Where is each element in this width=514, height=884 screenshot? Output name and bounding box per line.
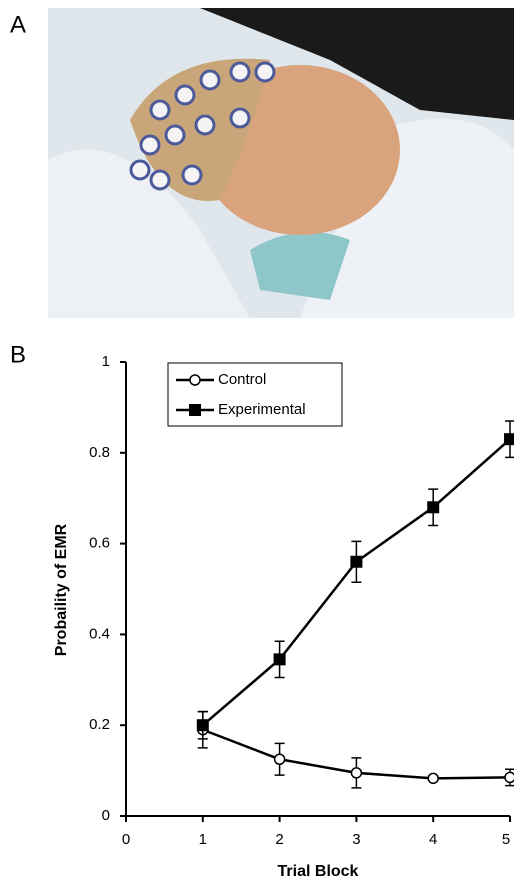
marker <box>351 768 361 778</box>
y-tick-label: 0.6 <box>89 535 110 552</box>
x-axis-label: Trial Block <box>278 863 359 880</box>
marker <box>505 772 514 782</box>
x-tick-label: 3 <box>352 831 360 848</box>
y-tick-label: 0.2 <box>89 716 110 733</box>
y-tick-label: 0.4 <box>89 625 110 642</box>
panel-label: B <box>10 341 26 368</box>
legend-marker <box>189 404 201 416</box>
marker <box>350 556 362 568</box>
marker <box>504 433 514 445</box>
x-tick-label: 2 <box>275 831 283 848</box>
y-axis-label: Probaility of EMR <box>53 523 70 656</box>
marker <box>427 501 439 513</box>
marker <box>428 773 438 783</box>
x-tick-label: 0 <box>122 831 130 848</box>
y-tick-label: 0 <box>102 807 110 824</box>
photo <box>48 8 514 318</box>
legend-label: Experimental <box>218 401 306 418</box>
page: A B Trial Block Probaility of EMR 0 0.2 0.… <box>0 0 514 884</box>
x-tick-label: 1 <box>199 831 207 848</box>
marker <box>274 653 286 665</box>
legend-marker <box>190 375 200 385</box>
legend-label: Control <box>218 371 266 388</box>
y-tick-label: 0.8 <box>89 444 110 461</box>
panel-label: A <box>10 11 26 38</box>
x-tick-label: 4 <box>429 831 437 848</box>
marker <box>197 719 209 731</box>
x-tick-label: 5 <box>502 831 510 848</box>
y-tick-label: 1 <box>102 353 110 370</box>
figure: A B Trial Block Probaility of EMR 0 0.2 0.… <box>0 0 514 884</box>
marker <box>275 754 285 764</box>
